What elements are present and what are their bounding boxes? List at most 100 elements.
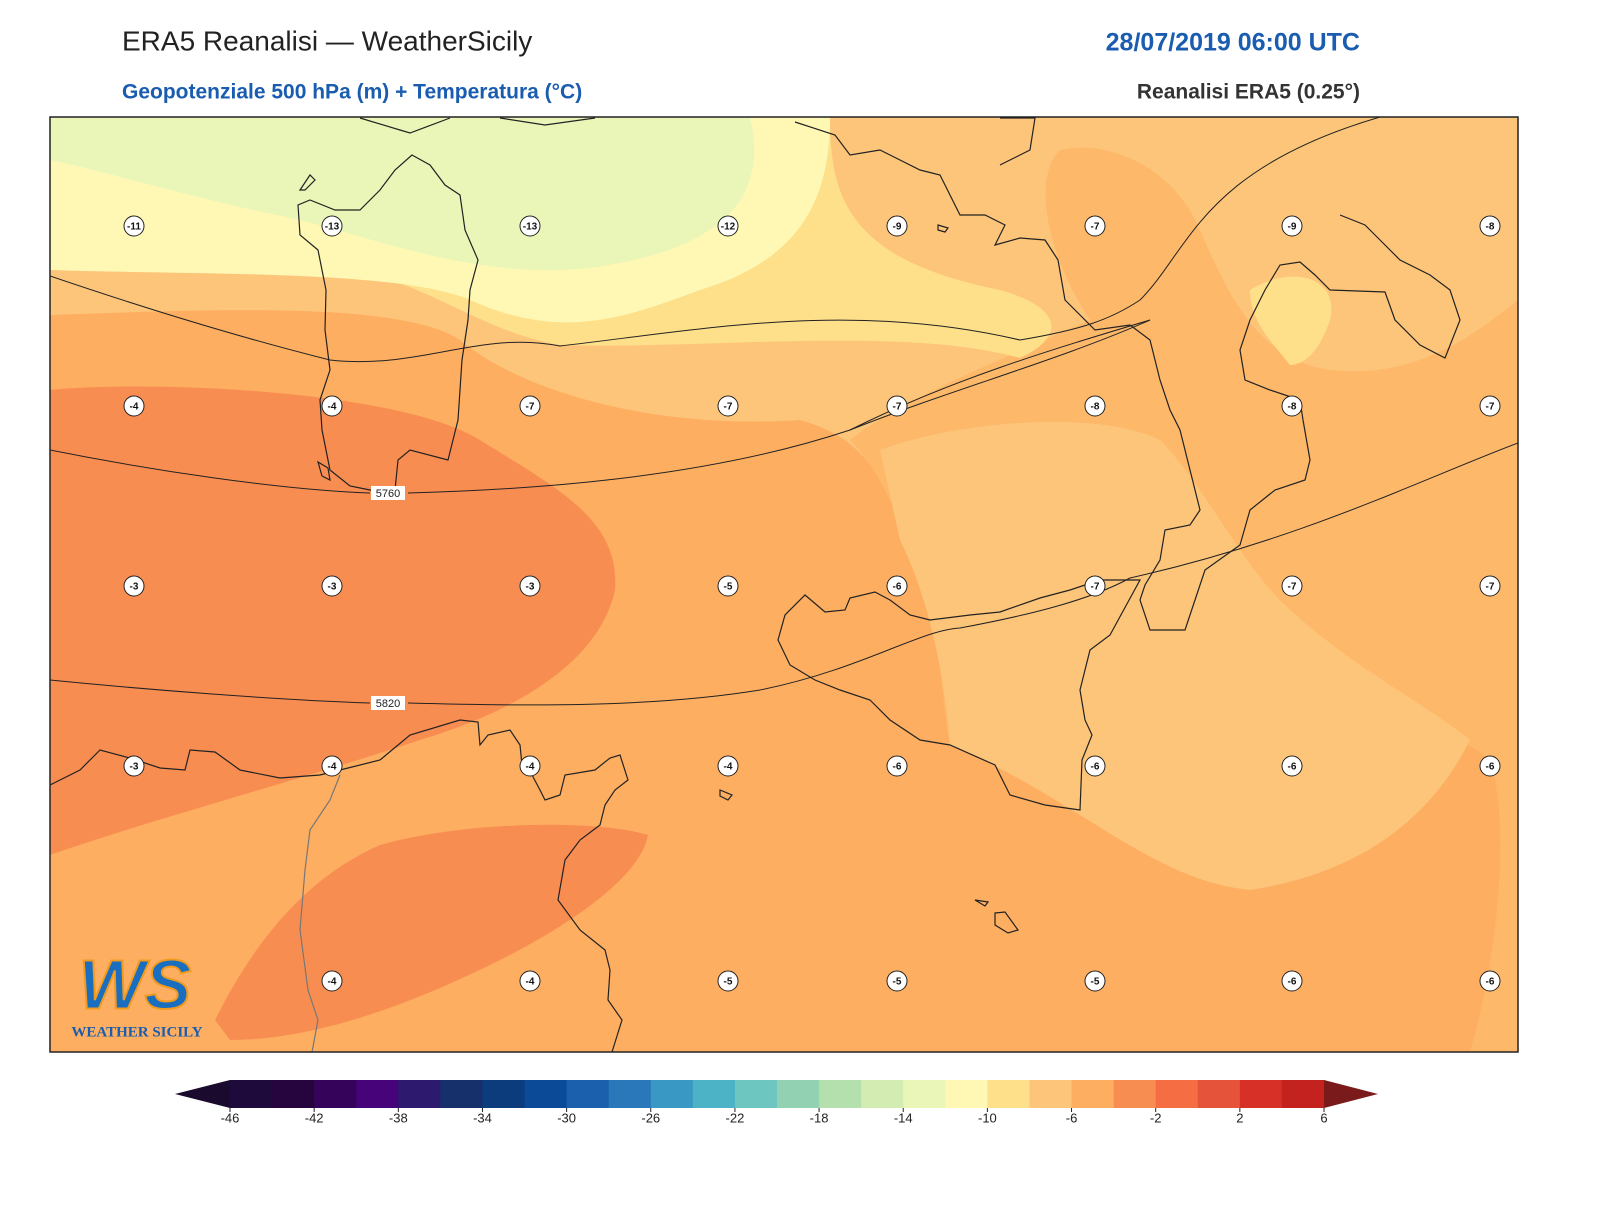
grid-label: -8: [1091, 402, 1100, 413]
isohypse: [50, 319, 1151, 494]
grid-label: -11: [127, 222, 141, 233]
colorbar-bin: [566, 1080, 610, 1108]
colorbar-bin: [777, 1080, 820, 1108]
grid-label-marker: [886, 970, 908, 992]
grid-label-marker: [123, 755, 145, 777]
colorbar-tick-label: -18: [810, 1110, 829, 1125]
map-frame: [49, 116, 1519, 1053]
grid-label: -5: [724, 582, 733, 593]
logo-mark: WS: [79, 945, 192, 1023]
grid-label-marker: [1479, 970, 1501, 992]
colorbar-bin: [230, 1080, 273, 1108]
grid-label: -7: [1091, 222, 1100, 233]
grid-label-marker: [1084, 395, 1106, 417]
grid-label: -4: [328, 762, 337, 773]
colorbar-bin: [524, 1080, 568, 1108]
grid-label: -7: [1486, 402, 1495, 413]
contour-label-bg: [371, 486, 405, 500]
grid-label-marker: [1084, 215, 1106, 237]
border: [299, 774, 341, 1052]
colorbar-tick-label: -26: [641, 1110, 660, 1125]
grid-label: -9: [1288, 222, 1297, 233]
colorbar-bin: [1281, 1080, 1325, 1108]
colorbar-bin: [903, 1080, 946, 1108]
isohypse: [1129, 442, 1518, 579]
grid-label: -6: [893, 762, 902, 773]
grid-label: -7: [1091, 582, 1100, 593]
grid-label: -3: [526, 582, 535, 593]
grid-label-marker: [886, 755, 908, 777]
isohypse: [50, 577, 1131, 706]
grid-label-marker: [321, 395, 343, 417]
colorbar: -46 -42 -38 -34 -30 -26 -22 -18 -14 -10 -6 -2 2 6: [175, 1080, 1378, 1125]
colorbar-bin: [398, 1080, 441, 1108]
grid-label-marker: [123, 215, 145, 237]
grid-label: -3: [130, 762, 139, 773]
grid-label-marker: [321, 575, 343, 597]
temp-fill: [880, 421, 1470, 890]
grid-label-marker: [519, 970, 541, 992]
grid-label: -6: [1288, 762, 1297, 773]
grid-label-marker: [1479, 215, 1501, 237]
source: Reanalisi ERA5 (0.25°): [1137, 81, 1360, 104]
subtitle: Geopotenziale 500 hPa (m) + Temperatura …: [122, 81, 582, 104]
grid-label-marker: [321, 970, 343, 992]
coastline: [359, 117, 596, 134]
grid-label-marker: [1281, 395, 1303, 417]
grid-label: -7: [724, 402, 733, 413]
contour-label: 5760: [376, 488, 400, 500]
colorbar-tick-label: -30: [557, 1110, 576, 1125]
grid-label: -4: [526, 762, 535, 773]
temp-fill: [1250, 276, 1332, 365]
coastline: [777, 579, 1142, 811]
grid-label: -3: [130, 582, 139, 593]
grid-label: -6: [1091, 762, 1100, 773]
grid-label-marker: [886, 395, 908, 417]
grid-label: -5: [724, 977, 733, 988]
temp-fill: [50, 386, 616, 855]
grid-label: -6: [893, 582, 902, 593]
grid-label: -5: [1091, 977, 1100, 988]
grid-label-marker: [717, 215, 739, 237]
grid-label: -8: [1288, 402, 1297, 413]
grid-label-marker: [886, 215, 908, 237]
colorbar-bin: [272, 1080, 315, 1108]
grid-label-marker: [1479, 755, 1501, 777]
grid-label-marker: [1281, 575, 1303, 597]
colorbar-tick-label: -10: [978, 1110, 997, 1125]
grid-label: -3: [328, 582, 337, 593]
colorbar-bin: [861, 1080, 904, 1108]
grid-label: -13: [325, 222, 340, 233]
grid-label-marker: [123, 575, 145, 597]
colorbar-bin: [1071, 1080, 1115, 1108]
colorbar-bin: [482, 1080, 526, 1108]
logo-name: WEATHER SICILY: [71, 1024, 202, 1040]
coastline: [298, 174, 316, 191]
colorbar-bin: [608, 1080, 652, 1108]
colorbar-tick-label: -22: [726, 1110, 745, 1125]
colorbar-bin: [945, 1080, 988, 1108]
title: ERA5 Reanalisi — WeatherSicily: [122, 25, 532, 56]
grid-label: -4: [328, 402, 337, 413]
colorbar-tick-label: -42: [305, 1110, 324, 1125]
grid-label: -4: [328, 977, 337, 988]
grid-label-marker: [1084, 575, 1106, 597]
colorbar-over: [1324, 1080, 1378, 1108]
grid-label: -7: [1486, 582, 1495, 593]
grid-label: -6: [1486, 762, 1495, 773]
colorbar-bin: [734, 1080, 778, 1108]
grid-label-marker: [321, 215, 343, 237]
colorbar-tick-label: 2: [1236, 1110, 1243, 1125]
coastline: [317, 460, 331, 482]
grid-label: -12: [721, 222, 736, 233]
colorbar-bin: [1155, 1080, 1199, 1108]
coastline: [794, 121, 1461, 631]
colorbar-bin: [650, 1080, 694, 1108]
grid-label-marker: [519, 215, 541, 237]
colorbar-tick-label: -14: [894, 1110, 913, 1125]
colorbar-bin: [1239, 1080, 1283, 1108]
grid-label-marker: [717, 575, 739, 597]
grid-label-marker: [123, 395, 145, 417]
grid-label: -7: [893, 402, 902, 413]
